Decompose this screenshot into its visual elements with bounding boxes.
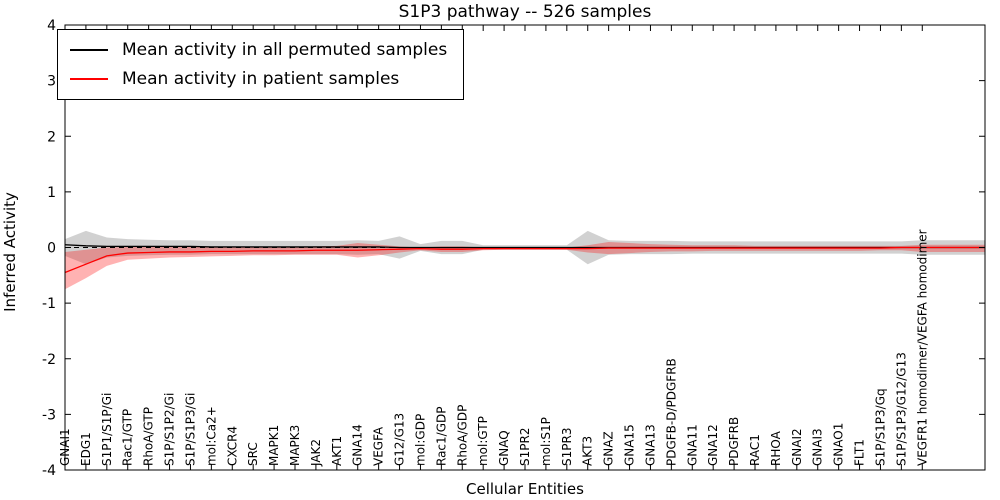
y-tick-label: 1: [47, 185, 56, 201]
y-tick-label: 3: [47, 74, 56, 90]
y-tick-label: -3: [42, 407, 56, 423]
series-line-patient: [64, 246, 985, 274]
legend: Mean activity in all permuted samples Me…: [57, 29, 465, 100]
legend-line-swatch-patient: [70, 78, 108, 80]
x-tick-label: FLT1: [853, 439, 867, 466]
x-tick-label: PDGFRB: [727, 417, 741, 466]
x-tick-label: CXCR4: [225, 426, 239, 466]
y-tick-label: 4: [47, 18, 56, 34]
x-tick-label: mol:Ca2+: [204, 406, 218, 466]
legend-line-swatch-permuted: [70, 49, 108, 51]
x-tick-label: mol:GTP: [476, 416, 490, 466]
x-tick-label: GNA12: [706, 424, 720, 466]
x-tick-label: GNAI3: [811, 428, 825, 466]
x-tick-label: S1PR3: [560, 428, 574, 466]
x-tick-label: GNAI1: [58, 428, 72, 466]
x-tick-label: Rac1/GDP: [434, 407, 448, 466]
x-tick-label: VEGFR1 homodimer/VEGFA homodimer: [915, 229, 929, 466]
x-tick-label: AKT3: [581, 436, 595, 466]
y-tick-label: 0: [47, 241, 56, 257]
x-tick-label: AKT1: [330, 436, 344, 466]
x-tick-label: G12/G13: [393, 413, 407, 466]
x-tick-label: mol:S1P: [539, 417, 553, 466]
y-tick-label: -2: [42, 352, 56, 368]
legend-item-patient: Mean activity in patient samples: [70, 69, 447, 89]
x-tick-label: MAPK1: [267, 425, 281, 466]
x-tick-label: RHOA: [769, 430, 783, 466]
x-tick-label: GNA15: [623, 424, 637, 466]
x-tick-label: GNA14: [351, 424, 365, 466]
x-tick-label: EDG1: [79, 432, 93, 466]
legend-item-permuted: Mean activity in all permuted samples: [70, 40, 447, 60]
x-axis-label: Cellular Entities: [466, 480, 584, 498]
x-tick-label: S1P/S1P3/G12/G13: [894, 352, 908, 466]
x-tick-label: S1PR2: [518, 428, 532, 466]
x-tick-label: GNA11: [685, 424, 699, 466]
x-tick-label: PDGFB-D/PDGFRB: [664, 358, 678, 466]
x-tick-label: RAC1: [748, 434, 762, 466]
x-tick-label: RhoA/GTP: [142, 407, 156, 466]
legend-label-patient: Mean activity in patient samples: [122, 69, 400, 89]
x-tick-label: GNAI2: [790, 428, 804, 466]
legend-label-permuted: Mean activity in all permuted samples: [122, 40, 448, 60]
x-tick-label: SRC: [246, 442, 260, 466]
x-tick-label: mol:GDP: [413, 414, 427, 466]
x-tick-label: JAK2: [309, 439, 323, 467]
x-tick-label: MAPK3: [288, 425, 302, 466]
x-tick-label: RhoA/GDP: [455, 405, 469, 466]
x-tick-label: GNAZ: [602, 431, 616, 466]
x-tick-label: GNAO1: [832, 423, 846, 466]
band-patient: [65, 241, 985, 290]
y-axis-label: Inferred Activity: [1, 192, 19, 312]
x-tick-label: S1P/S1P3/Gq: [873, 388, 887, 466]
x-tick-label: S1P/S1P3/Gi: [183, 393, 197, 466]
y-tick-label: -4: [42, 463, 56, 479]
x-tick-label: Rac1/GTP: [121, 409, 135, 466]
y-tick-label: 2: [47, 129, 56, 145]
chart-title: S1P3 pathway -- 526 samples: [399, 2, 652, 22]
x-tick-label: GNA13: [643, 424, 657, 466]
y-tick-label: -1: [42, 296, 56, 312]
x-tick-label: GNAQ: [497, 430, 511, 466]
x-tick-label: S1P1/S1P/Gi: [100, 393, 114, 466]
x-tick-label: VEGFA: [372, 426, 386, 466]
x-tick-label: S1P/S1P2/Gi: [163, 393, 177, 466]
